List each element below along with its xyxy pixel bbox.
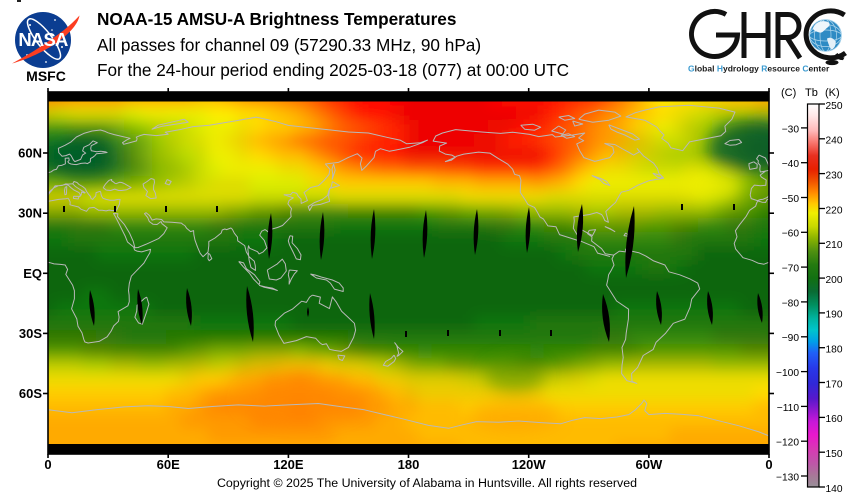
svg-text:−60: −60 bbox=[782, 229, 800, 240]
svg-text:−90: −90 bbox=[782, 333, 800, 344]
svg-text:−130: −130 bbox=[776, 472, 799, 483]
svg-text:(C): (C) bbox=[781, 87, 796, 99]
svg-text:−100: −100 bbox=[776, 368, 799, 379]
svg-text:0: 0 bbox=[765, 457, 772, 472]
svg-text:−40: −40 bbox=[782, 159, 800, 170]
svg-text:NASA: NASA bbox=[18, 29, 68, 50]
svg-text:60N: 60N bbox=[18, 146, 42, 161]
svg-text:160: 160 bbox=[826, 414, 843, 425]
svg-text:0: 0 bbox=[44, 457, 51, 472]
svg-text:MSFC: MSFC bbox=[26, 68, 66, 84]
svg-text:Copyright © 2025 The Universit: Copyright © 2025 The University of Alaba… bbox=[217, 476, 637, 490]
svg-text:120E: 120E bbox=[273, 457, 304, 472]
svg-text:30S: 30S bbox=[19, 326, 42, 341]
svg-text:−110: −110 bbox=[777, 403, 800, 414]
svg-text:240: 240 bbox=[826, 136, 843, 147]
svg-text:190: 190 bbox=[826, 310, 843, 321]
svg-text:All passes for channel 09 (572: All passes for channel 09 (57290.33 MHz,… bbox=[97, 35, 481, 55]
svg-text:220: 220 bbox=[826, 205, 843, 216]
svg-text:30N: 30N bbox=[18, 206, 42, 221]
svg-text:120W: 120W bbox=[512, 457, 547, 472]
svg-text:250: 250 bbox=[826, 101, 843, 112]
svg-text:180: 180 bbox=[826, 345, 843, 356]
svg-text:210: 210 bbox=[826, 240, 843, 251]
svg-text:−120: −120 bbox=[776, 438, 799, 449]
svg-text:For the 24-hour period ending: For the 24-hour period ending 2025-03-18… bbox=[97, 60, 569, 80]
svg-text:Tb: Tb bbox=[805, 87, 818, 99]
svg-text:170: 170 bbox=[826, 379, 843, 390]
svg-text:140: 140 bbox=[826, 484, 843, 495]
svg-text:Global Hydrology Resource Cent: Global Hydrology Resource Center bbox=[688, 64, 830, 74]
svg-text:−70: −70 bbox=[782, 264, 800, 275]
svg-text:230: 230 bbox=[826, 170, 843, 181]
svg-text:−80: −80 bbox=[782, 298, 800, 309]
svg-text:60S: 60S bbox=[19, 386, 42, 401]
svg-text:150: 150 bbox=[826, 449, 843, 460]
svg-text:180: 180 bbox=[398, 457, 420, 472]
svg-text:EQ: EQ bbox=[23, 266, 42, 281]
svg-text:200: 200 bbox=[826, 275, 843, 286]
svg-text:NOAA-15 AMSU-A Brightness Temp: NOAA-15 AMSU-A Brightness Temperatures bbox=[97, 9, 456, 29]
svg-text:(K): (K) bbox=[825, 87, 840, 99]
svg-text:60E: 60E bbox=[157, 457, 180, 472]
svg-text:60W: 60W bbox=[636, 457, 663, 472]
svg-text:−50: −50 bbox=[782, 194, 800, 205]
svg-text:−30: −30 bbox=[782, 124, 800, 135]
